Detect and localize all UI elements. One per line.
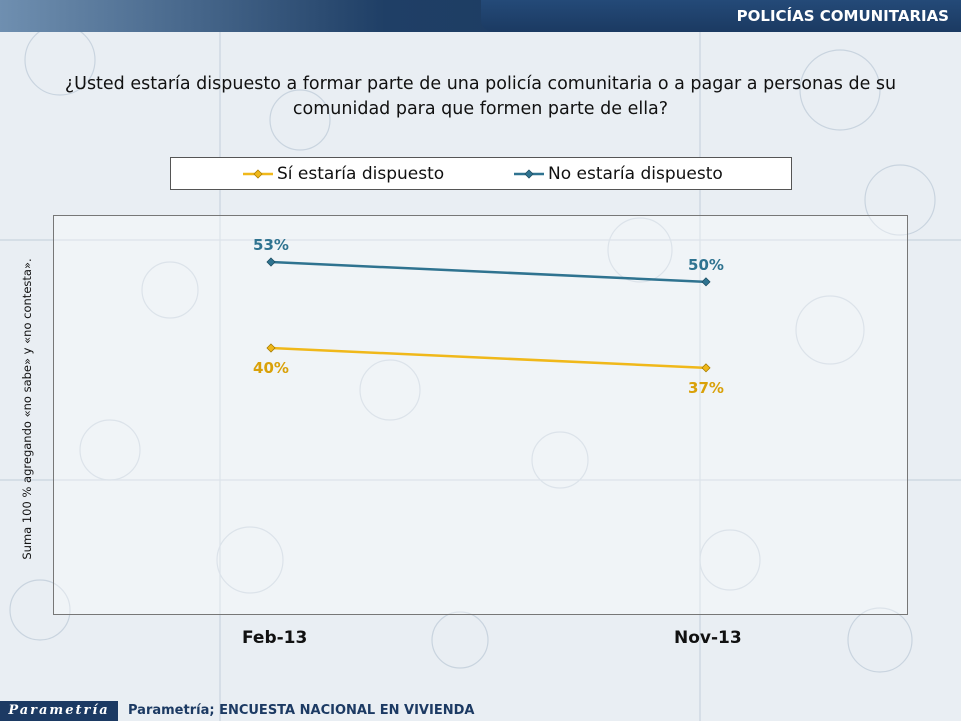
data-point-si-1 [701,363,711,373]
data-label-no-0: 53% [253,236,289,254]
legend-marker-no [514,168,544,179]
data-point-no-1 [701,277,711,287]
series-line-si [270,346,707,370]
legend-label-si: Sí estaría dispuesto [277,163,445,184]
chart-legend: Sí estaría dispuesto No estaría dispuest… [170,157,792,190]
legend-item-no: No estaría dispuesto [514,158,723,189]
data-label-si-0: 40% [253,359,289,377]
legend-item-si: Sí estaría dispuesto [243,158,444,189]
survey-question: ¿Usted estaría dispuesto a formar parte … [64,74,897,119]
data-label-no-1: 50% [688,256,724,274]
legend-marker-si [243,168,273,179]
data-point-si-0 [266,343,276,353]
plot-area [53,215,908,615]
legend-label-no: No estaría dispuesto [548,163,723,184]
x-tick-label-nov13: Nov-13 [674,628,742,648]
data-label-si-1: 37% [688,379,724,397]
series-line-no [270,260,707,284]
x-tick-label-feb13: Feb-13 [242,628,308,648]
footer-logo: Parametría [0,701,118,721]
section-title: POLICÍAS COMUNITARIAS [481,0,961,32]
footer-source: Parametría; ENCUESTA NACIONAL EN VIVIEND… [128,703,475,718]
data-point-no-0 [266,257,276,267]
